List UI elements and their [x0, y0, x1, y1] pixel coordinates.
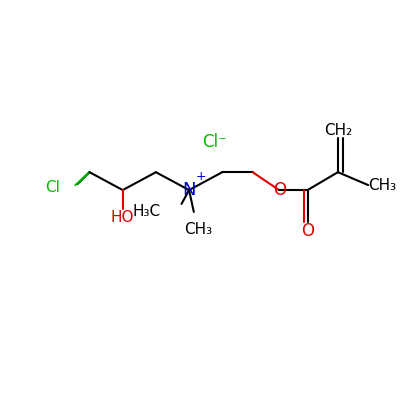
Text: CH₂: CH₂	[324, 124, 352, 138]
Text: HO: HO	[111, 210, 134, 225]
Text: N: N	[182, 181, 196, 199]
Text: O: O	[273, 181, 286, 199]
Text: O: O	[301, 222, 314, 240]
Text: H₃C: H₃C	[132, 204, 161, 220]
Text: +: +	[196, 170, 206, 183]
Text: CH₃: CH₃	[368, 178, 396, 193]
Text: CH₃: CH₃	[184, 222, 213, 237]
Text: Cl: Cl	[45, 180, 60, 194]
Text: Cl⁻: Cl⁻	[202, 134, 227, 152]
